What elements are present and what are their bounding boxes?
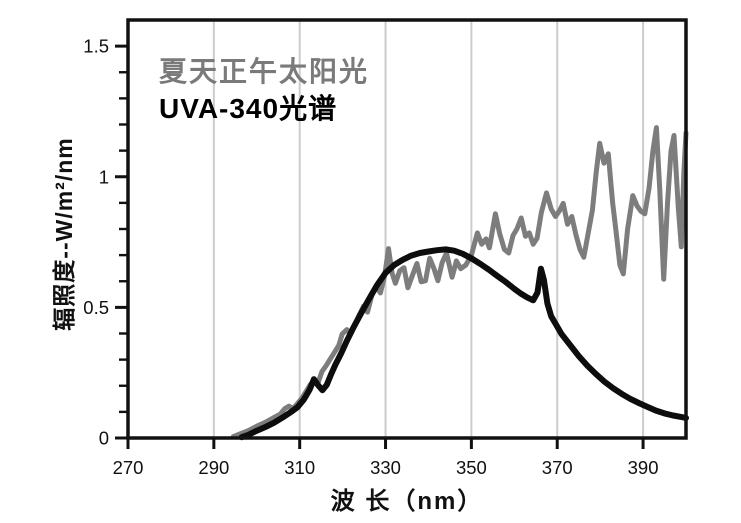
y-tick-label-0.5: 0.5 (83, 297, 109, 318)
y-tick-label-0: 0 (99, 428, 109, 449)
legend-label-uva340: UVA-340光谱 (159, 93, 338, 124)
x-tick-label-350: 350 (456, 457, 487, 478)
x-tick-label-370: 370 (542, 457, 573, 478)
series-line-sunlight (230, 125, 689, 440)
x-tick-label-290: 290 (198, 457, 229, 478)
y-axis-label: 辐照度--W/m²/nm (51, 137, 77, 331)
y-tick-label-1.5: 1.5 (83, 36, 109, 57)
series-line-uva340 (238, 246, 689, 441)
x-tick-label-330: 330 (370, 457, 401, 478)
x-tick-label-310: 310 (284, 457, 315, 478)
x-tick-label-270: 270 (113, 457, 144, 478)
chart-legend: 夏天正午太阳光 UVA-340光谱 (159, 53, 369, 127)
x-tick-label-390: 390 (628, 457, 659, 478)
legend-label-sunlight: 夏天正午太阳光 (159, 56, 370, 87)
x-axis-label: 波 长（nm） (330, 488, 484, 515)
y-tick-label-1: 1 (99, 166, 109, 187)
